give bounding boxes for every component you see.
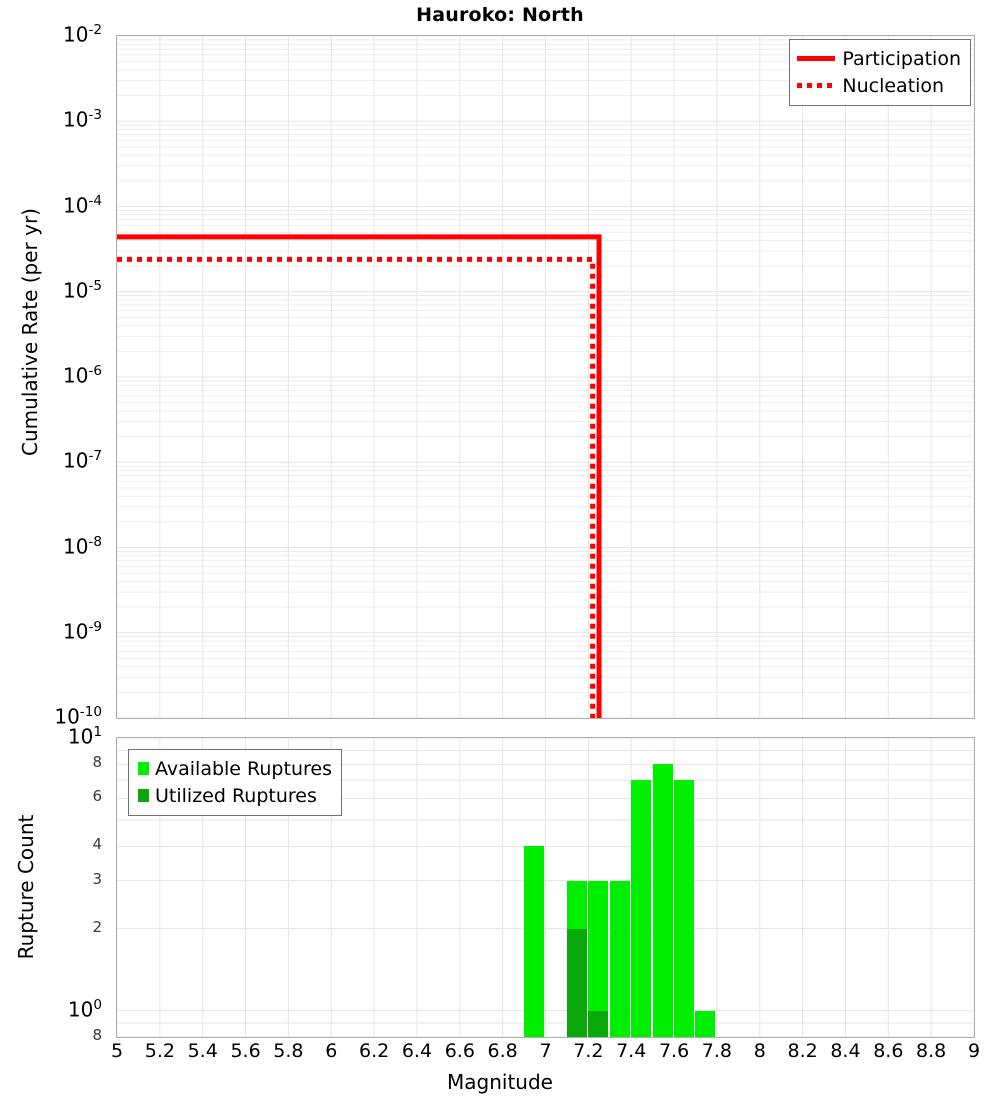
x-tick: 5.2 (145, 1042, 175, 1068)
bottom-y-tick-major: 101 (0, 726, 110, 747)
x-tick: 8.8 (916, 1042, 946, 1068)
x-tick: 6.4 (402, 1042, 432, 1068)
top-legend: Participation Nucleation (789, 39, 971, 106)
top-y-tick: 10-3 (0, 109, 110, 130)
x-tick: 6.8 (488, 1042, 518, 1068)
legend-label-available-ruptures: Available Ruptures (155, 758, 332, 780)
cumulative-rate-plot: Participation Nucleation (116, 35, 975, 719)
legend-item-utilized-ruptures[interactable]: Utilized Ruptures (136, 782, 332, 809)
top-y-axis-label: Cumulative Rate (per yr) (18, 117, 42, 547)
legend-item-participation[interactable]: Participation (797, 45, 961, 72)
x-tick: 6.2 (359, 1042, 389, 1068)
x-tick: 9 (968, 1042, 980, 1068)
bottom-y-axis-label: Rupture Count (14, 757, 38, 1017)
bar-available (695, 1011, 715, 1037)
legend-label-utilized-ruptures: Utilized Ruptures (155, 785, 317, 807)
bottom-legend: Available Ruptures Utilized Ruptures (128, 749, 342, 816)
bar-available (631, 780, 651, 1037)
bottom-y-tick-minor: 8 (0, 1028, 110, 1043)
top-y-tick-labels: 10-210-310-410-510-610-710-810-910-10 (0, 0, 110, 720)
top-y-tick: 10-7 (0, 450, 110, 471)
x-tick: 5.4 (188, 1042, 218, 1068)
top-y-tick: 10-2 (0, 24, 110, 45)
bar-utilized (588, 1011, 608, 1037)
x-tick: 6.6 (445, 1042, 475, 1068)
x-tick-labels: 5 5.2 5.4 5.6 5.8 6 6.2 6.4 6.6 6.8 7 7.2 7.4 7.6 7.8 8… (0, 1042, 1000, 1068)
bar-available (610, 881, 630, 1037)
legend-item-available-ruptures[interactable]: Available Ruptures (136, 755, 332, 782)
bar-available (674, 780, 694, 1037)
figure-root: Hauroko: North Participation Nucleation … (0, 0, 1000, 1100)
x-tick: 7.4 (616, 1042, 646, 1068)
legend-label-participation: Participation (842, 48, 961, 70)
x-tick: 7.6 (659, 1042, 689, 1068)
x-tick: 5.8 (273, 1042, 303, 1068)
rupture-count-plot: Available Ruptures Utilized Ruptures (116, 737, 975, 1038)
dotted-line-icon (797, 83, 835, 88)
bar-available (653, 764, 673, 1037)
bar-available (524, 846, 544, 1037)
top-y-tick: 10-6 (0, 365, 110, 386)
top-y-tick: 10-8 (0, 536, 110, 557)
x-tick: 8.6 (873, 1042, 903, 1068)
x-tick: 6 (325, 1042, 337, 1068)
available-color-icon (138, 762, 149, 775)
x-tick: 7 (539, 1042, 551, 1068)
solid-line-icon (797, 56, 835, 61)
x-tick: 8.4 (830, 1042, 860, 1068)
utilized-color-icon (138, 789, 149, 802)
x-tick: 7.2 (573, 1042, 603, 1068)
x-tick: 5 (111, 1042, 123, 1068)
top-y-tick: 10-4 (0, 195, 110, 216)
rate-curves (117, 36, 974, 718)
bar-utilized (567, 929, 587, 1037)
legend-label-nucleation: Nucleation (842, 75, 944, 97)
x-axis-label: Magnitude (0, 1070, 1000, 1094)
page-title: Hauroko: North (0, 4, 1000, 26)
x-tick: 8.2 (787, 1042, 817, 1068)
top-y-tick: 10-9 (0, 621, 110, 642)
top-y-tick: 10-5 (0, 280, 110, 301)
legend-item-nucleation[interactable]: Nucleation (797, 72, 961, 99)
x-tick: 8 (754, 1042, 766, 1068)
x-tick: 7.8 (702, 1042, 732, 1068)
x-tick: 5.6 (230, 1042, 260, 1068)
